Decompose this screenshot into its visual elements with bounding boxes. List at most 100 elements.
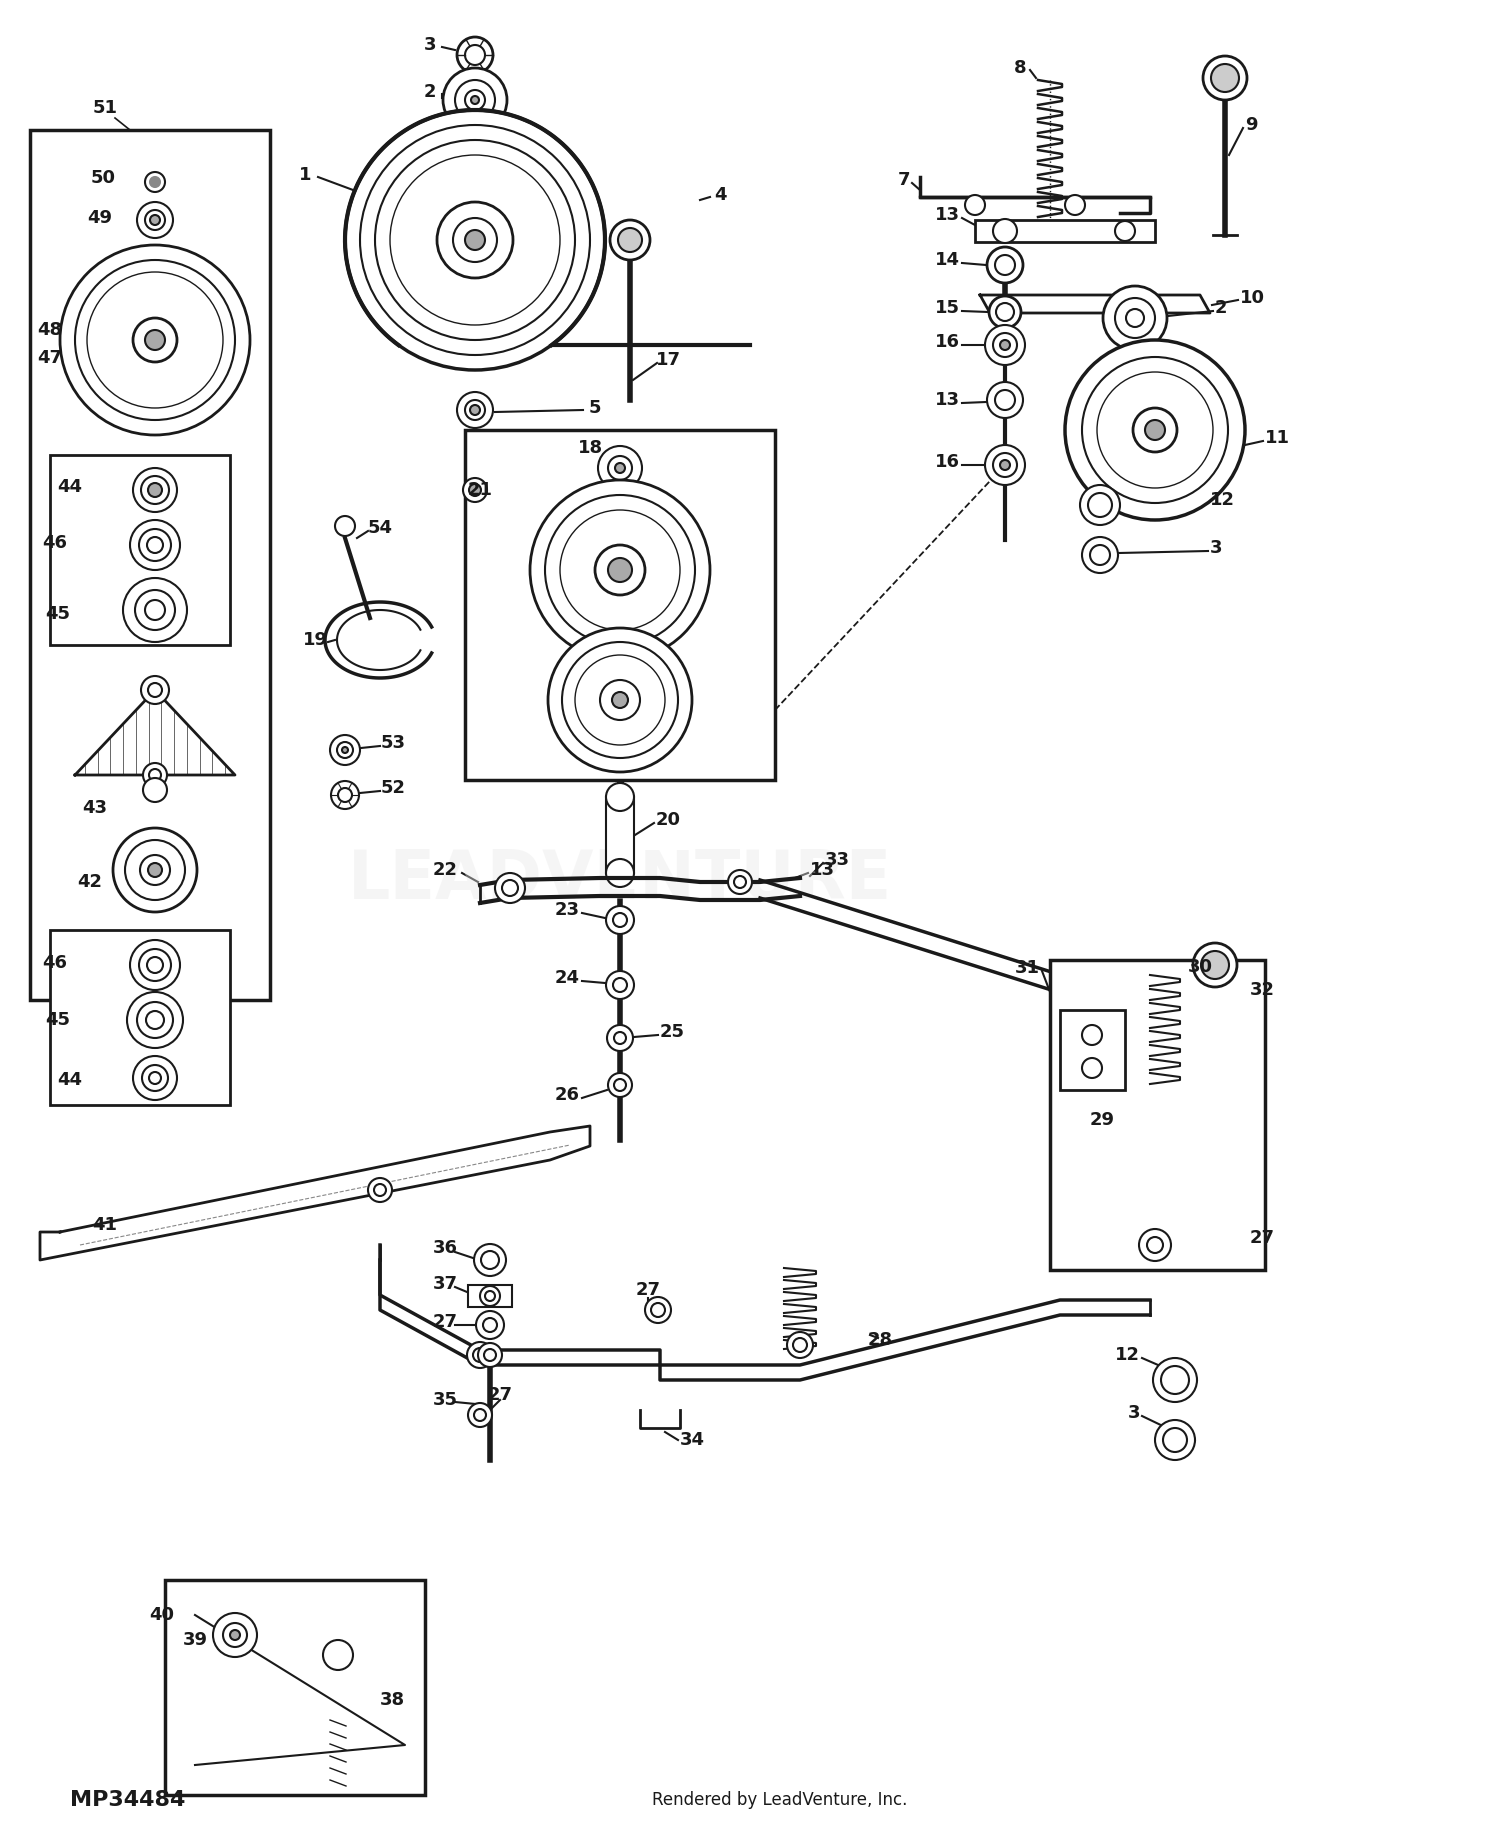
- Circle shape: [530, 479, 710, 660]
- Circle shape: [146, 171, 165, 191]
- Text: 47: 47: [38, 350, 63, 366]
- Bar: [50, 456, 230, 645]
- Circle shape: [483, 1317, 496, 1332]
- Circle shape: [986, 324, 1024, 364]
- Circle shape: [112, 827, 196, 913]
- Circle shape: [600, 680, 640, 720]
- Circle shape: [1161, 1366, 1190, 1394]
- Text: MP34484: MP34484: [70, 1789, 186, 1809]
- Text: 7: 7: [897, 171, 910, 189]
- Circle shape: [645, 1297, 670, 1323]
- Circle shape: [1082, 1059, 1102, 1079]
- Ellipse shape: [178, 355, 204, 377]
- Circle shape: [548, 629, 692, 773]
- Circle shape: [230, 1631, 240, 1640]
- Circle shape: [472, 1348, 488, 1363]
- Circle shape: [1144, 421, 1166, 439]
- Circle shape: [614, 913, 627, 927]
- Text: 33: 33: [825, 851, 850, 869]
- Text: 1: 1: [298, 166, 312, 184]
- Circle shape: [368, 1179, 392, 1203]
- Circle shape: [141, 676, 170, 703]
- Text: 34: 34: [680, 1430, 705, 1448]
- Text: 5: 5: [588, 399, 602, 417]
- Circle shape: [134, 1057, 177, 1100]
- Circle shape: [454, 80, 495, 120]
- Polygon shape: [40, 1126, 590, 1261]
- Circle shape: [1082, 537, 1118, 572]
- Circle shape: [142, 763, 166, 787]
- Circle shape: [614, 1079, 626, 1091]
- Text: 51: 51: [93, 98, 117, 117]
- Circle shape: [140, 855, 170, 885]
- Circle shape: [123, 578, 188, 641]
- Circle shape: [213, 1612, 256, 1656]
- Ellipse shape: [96, 332, 124, 350]
- Circle shape: [1090, 545, 1110, 565]
- Circle shape: [130, 940, 180, 989]
- Circle shape: [360, 126, 590, 355]
- Ellipse shape: [132, 370, 150, 397]
- Text: 26: 26: [555, 1086, 580, 1104]
- Text: 13: 13: [934, 392, 960, 408]
- Circle shape: [606, 906, 634, 935]
- Text: 27: 27: [432, 1314, 457, 1332]
- Text: 12: 12: [1210, 490, 1234, 508]
- Text: 27: 27: [488, 1387, 513, 1405]
- Circle shape: [148, 683, 162, 698]
- Text: 19: 19: [303, 630, 327, 649]
- Circle shape: [1155, 1419, 1196, 1459]
- Circle shape: [728, 869, 752, 895]
- Circle shape: [345, 109, 604, 370]
- Text: 28: 28: [867, 1332, 892, 1348]
- Circle shape: [1192, 944, 1237, 988]
- Circle shape: [134, 468, 177, 512]
- Circle shape: [1000, 341, 1010, 350]
- Circle shape: [142, 778, 166, 802]
- Circle shape: [610, 220, 650, 261]
- Circle shape: [612, 692, 628, 709]
- Text: 39: 39: [183, 1631, 207, 1649]
- Text: 54: 54: [368, 519, 393, 537]
- Circle shape: [330, 734, 360, 765]
- Ellipse shape: [132, 284, 150, 312]
- Circle shape: [150, 215, 160, 224]
- Circle shape: [544, 496, 694, 645]
- Circle shape: [1088, 494, 1112, 517]
- Circle shape: [606, 858, 634, 887]
- Circle shape: [1082, 357, 1228, 503]
- Circle shape: [615, 463, 626, 474]
- Circle shape: [146, 1011, 164, 1029]
- Circle shape: [503, 880, 518, 896]
- Text: 50: 50: [90, 169, 116, 188]
- Bar: [468, 1285, 512, 1306]
- Circle shape: [458, 36, 494, 73]
- Text: 48: 48: [38, 321, 63, 339]
- Circle shape: [87, 271, 224, 408]
- Text: 31: 31: [1016, 958, 1040, 977]
- Circle shape: [1210, 64, 1239, 91]
- Text: 13: 13: [934, 206, 960, 224]
- Circle shape: [147, 957, 164, 973]
- Circle shape: [996, 302, 1014, 321]
- Text: 42: 42: [78, 873, 102, 891]
- Circle shape: [136, 202, 172, 239]
- Circle shape: [598, 446, 642, 490]
- Text: 20: 20: [656, 811, 681, 829]
- Circle shape: [134, 319, 177, 363]
- Circle shape: [476, 1312, 504, 1339]
- Circle shape: [465, 89, 484, 109]
- Text: 11: 11: [1264, 428, 1290, 446]
- Bar: [975, 220, 1155, 242]
- Circle shape: [495, 873, 525, 904]
- Bar: [50, 929, 230, 1104]
- Text: 52: 52: [381, 780, 405, 796]
- Circle shape: [342, 747, 348, 752]
- Circle shape: [484, 1292, 495, 1301]
- Text: 22: 22: [433, 862, 457, 878]
- Circle shape: [608, 456, 631, 479]
- Circle shape: [478, 1343, 502, 1366]
- Circle shape: [1132, 408, 1178, 452]
- Circle shape: [136, 1002, 172, 1039]
- Circle shape: [1082, 1026, 1102, 1046]
